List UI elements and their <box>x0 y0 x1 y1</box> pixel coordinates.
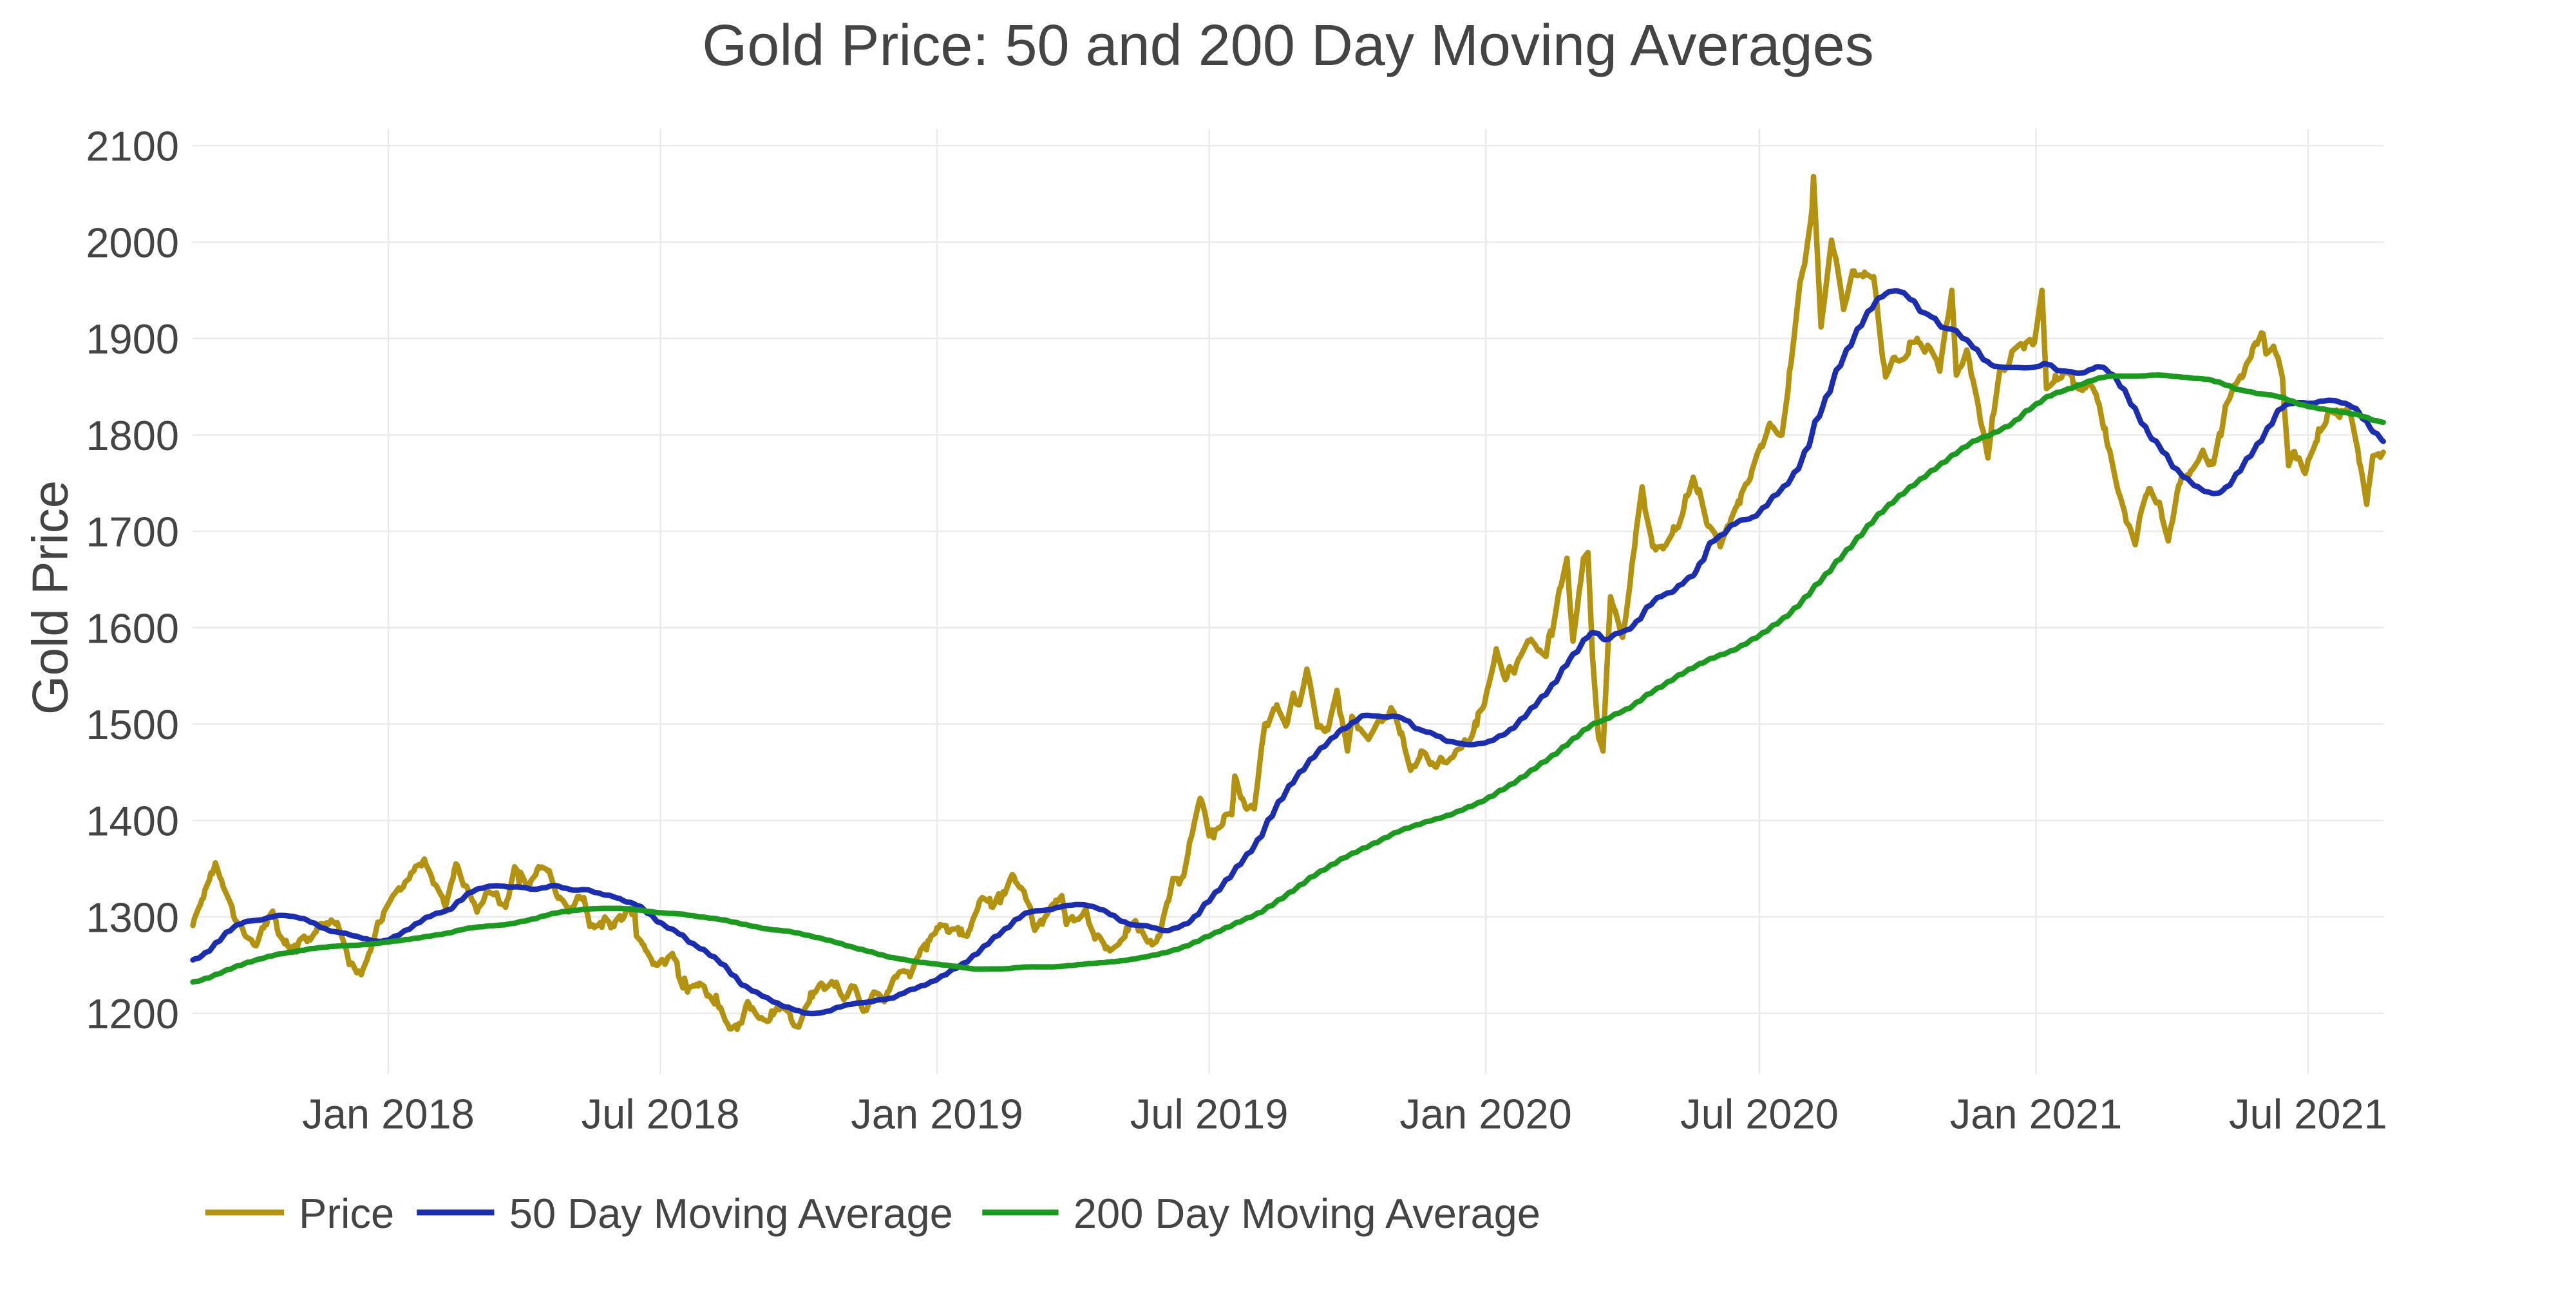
svg-text:1900: 1900 <box>86 316 179 363</box>
svg-text:Gold Price: Gold Price <box>22 480 79 715</box>
svg-text:50 Day Moving Average: 50 Day Moving Average <box>509 1190 953 1237</box>
svg-text:Jul 2018: Jul 2018 <box>582 1090 740 1137</box>
svg-text:1200: 1200 <box>86 990 179 1037</box>
svg-text:2100: 2100 <box>86 123 179 170</box>
svg-text:Jul 2021: Jul 2021 <box>2229 1090 2387 1137</box>
svg-text:Jan 2020: Jan 2020 <box>1399 1090 1571 1137</box>
svg-text:200 Day Moving Average: 200 Day Moving Average <box>1074 1190 1540 1237</box>
svg-text:1500: 1500 <box>86 701 179 748</box>
svg-text:Jan 2021: Jan 2021 <box>1950 1090 2122 1137</box>
svg-text:Jul 2020: Jul 2020 <box>1680 1090 1839 1137</box>
svg-text:Gold Price: 50 and 200 Day Mov: Gold Price: 50 and 200 Day Moving Averag… <box>702 14 1873 78</box>
svg-text:2000: 2000 <box>86 219 179 266</box>
svg-text:Price: Price <box>299 1190 394 1237</box>
svg-text:Jul 2019: Jul 2019 <box>1130 1090 1289 1137</box>
svg-text:1800: 1800 <box>86 412 179 459</box>
svg-text:1600: 1600 <box>86 605 179 652</box>
svg-text:1700: 1700 <box>86 509 179 556</box>
svg-text:Jan 2018: Jan 2018 <box>302 1090 474 1137</box>
svg-text:Jan 2019: Jan 2019 <box>851 1090 1023 1137</box>
svg-text:1300: 1300 <box>86 894 179 941</box>
svg-text:1400: 1400 <box>86 798 179 845</box>
